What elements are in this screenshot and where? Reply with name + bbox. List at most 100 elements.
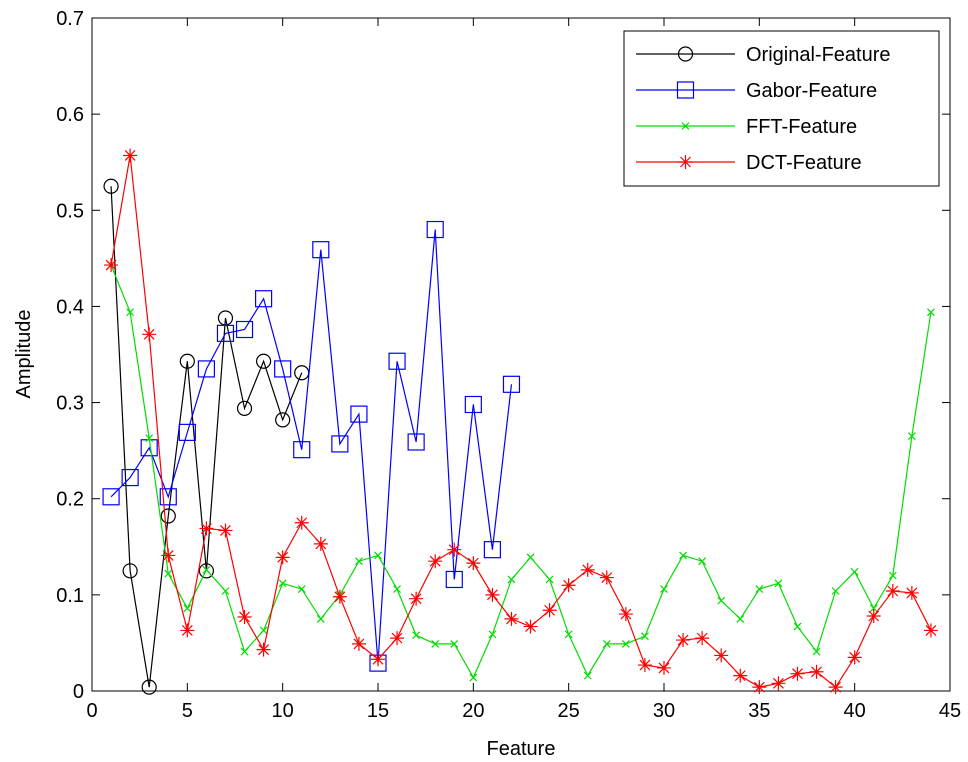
series-dct-feature-point	[142, 327, 157, 342]
series-dct-feature-point	[371, 652, 385, 667]
series-dct-feature-point	[866, 609, 881, 624]
legend-swatch-point	[676, 81, 695, 99]
legend-label: FFT-Feature	[746, 116, 857, 138]
series-fft-feature-point	[526, 553, 535, 562]
series-gabor-feature-point	[312, 241, 330, 259]
series-fft-feature-point	[469, 673, 478, 682]
y-tick-label: 0.4	[56, 296, 84, 318]
series-fft-feature-point	[278, 579, 287, 588]
y-tick-label: 0.3	[56, 393, 84, 415]
series-dct-feature-point	[199, 521, 214, 536]
x-tick-label: 20	[462, 700, 484, 722]
series-fft-feature-point	[927, 308, 935, 317]
series-dct-feature-point	[351, 636, 366, 651]
series-dct-feature-point	[218, 523, 233, 538]
series-dct-feature-line	[110, 155, 932, 689]
series-fft-feature-point	[221, 587, 230, 595]
series-dct-feature-point	[428, 554, 443, 569]
series-gabor-feature-point	[102, 488, 120, 506]
series-fft-feature-point	[412, 631, 421, 640]
series-fft-feature-point	[717, 596, 726, 605]
series-fft-feature-point	[850, 567, 859, 576]
x-axis-ticks: 0 5 10 15 20 25 30 35 40 45	[86, 18, 961, 722]
x-tick-label: 30	[653, 700, 675, 722]
series-fft-feature-point	[831, 587, 840, 595]
series-dct-feature-point	[618, 607, 633, 622]
series-original-feature-point	[122, 563, 138, 579]
series-dct-feature-point	[828, 680, 843, 695]
series-dct-feature-point	[714, 648, 729, 663]
series-fft-feature-point	[774, 579, 783, 588]
series-gabor-feature-line	[110, 229, 513, 664]
legend-entry-dct-feature: DCT-Feature	[636, 152, 862, 174]
series-dct-feature-point	[523, 619, 538, 634]
series-dct-feature-point	[390, 631, 405, 646]
x-axis-label: Feature	[487, 738, 556, 760]
series-dct-feature-point	[485, 587, 500, 602]
legend-entry-gabor-feature: Gabor-Feature	[636, 80, 877, 102]
series-fft-feature-point	[240, 647, 249, 656]
series-gabor-feature-point	[407, 433, 425, 451]
series-dct-feature-point	[466, 556, 481, 571]
series-fft-feature-point	[393, 585, 401, 594]
series-fft-feature-point	[679, 551, 687, 560]
series-original-feature-point	[179, 353, 195, 369]
series-dct-feature-point	[771, 676, 786, 691]
series-original-feature-point	[198, 563, 214, 579]
series-gabor-feature-point	[216, 324, 235, 342]
series-fft-feature-point	[507, 575, 516, 584]
series-fft-feature-point	[297, 585, 306, 594]
series-original-feature-point	[103, 178, 119, 194]
series-fft-feature-point	[869, 604, 878, 613]
x-tick-label: 35	[748, 700, 770, 722]
series-gabor-feature-point	[121, 468, 139, 487]
y-axis-label: Amplitude	[13, 310, 35, 399]
series-dct-feature-point	[504, 611, 519, 626]
series-fft-feature-point	[907, 432, 916, 441]
series-fft-feature-point	[126, 308, 135, 317]
series-dct-feature-point	[599, 570, 614, 585]
series-dct-feature-point	[561, 578, 576, 593]
series-dct-feature-point	[332, 589, 347, 604]
series-fft-feature-point	[641, 632, 649, 641]
series-gabor-feature-point	[274, 360, 292, 378]
series-gabor-feature-point	[445, 570, 463, 589]
series-gabor-feature-point	[255, 290, 273, 308]
series-dct-feature-point	[161, 548, 176, 563]
y-tick-label: 0.7	[56, 8, 84, 30]
series-fft-feature-point	[621, 639, 630, 648]
legend-label: DCT-Feature	[746, 152, 862, 174]
series-original-feature-point	[236, 400, 253, 416]
series-dct-feature-point	[313, 536, 328, 551]
series-gabor-feature	[102, 220, 521, 672]
series-fft-feature-point	[583, 671, 592, 680]
series-dct-feature-point	[676, 633, 691, 648]
legend-entry-original-feature: Original-Feature	[636, 44, 891, 66]
series-fft-feature-point	[812, 647, 821, 656]
series-fft-feature-point	[259, 626, 268, 635]
series-dct-feature-point	[637, 658, 652, 673]
series-original-feature-point	[256, 353, 272, 369]
series-fft-feature-point	[602, 639, 611, 648]
legend: Original-Feature Gabor-Feature FFT-Feature…	[623, 30, 940, 187]
series-gabor-feature-point	[235, 320, 254, 339]
x-tick-label: 10	[272, 700, 294, 722]
x-tick-label: 0	[86, 700, 97, 722]
series-dct-feature-point	[885, 584, 900, 599]
series-dct-feature-point	[256, 642, 271, 657]
series-dct-feature-point	[542, 603, 557, 618]
series-dct-feature	[104, 148, 938, 695]
series-dct-feature-point	[695, 631, 710, 646]
series-dct-feature-point	[237, 609, 252, 624]
x-tick-label: 25	[558, 700, 580, 722]
y-tick-label: 0.1	[56, 585, 84, 607]
series-dct-feature-point	[809, 664, 824, 679]
series-gabor-feature-point	[483, 541, 501, 559]
series-original-feature-point	[275, 412, 291, 428]
series-fft-feature-point	[183, 604, 192, 613]
legend-label: Gabor-Feature	[746, 80, 877, 102]
series-fft-feature-point	[564, 630, 573, 639]
series-fft-feature-point	[698, 557, 707, 566]
legend-swatch-point	[681, 122, 690, 130]
